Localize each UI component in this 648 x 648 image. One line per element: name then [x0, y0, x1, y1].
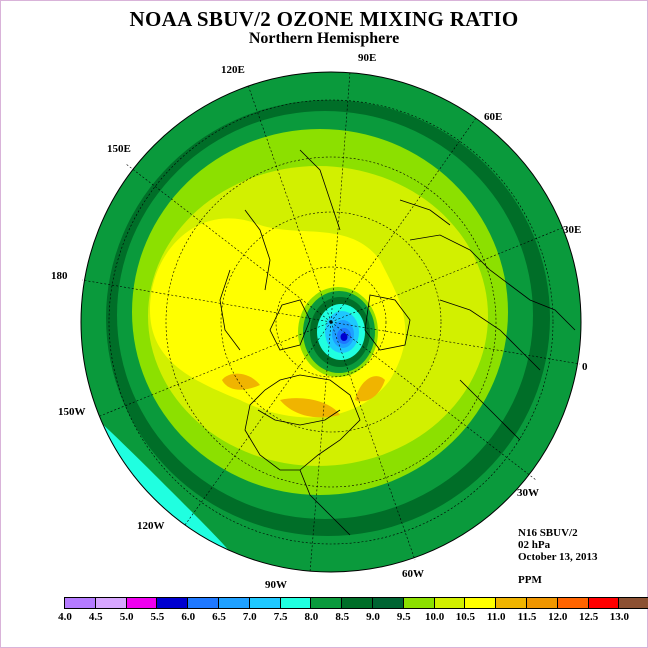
colorbar-segment — [619, 598, 648, 608]
map-title: NOAA SBUV/2 OZONE MIXING RATIO — [129, 7, 519, 31]
colorbar-segment — [465, 598, 497, 608]
colorbar-segment — [126, 598, 158, 608]
colorbar-tick-label: 10.5 — [455, 611, 476, 623]
units-label: PPM — [518, 574, 542, 586]
lon-label-120e: 120E — [221, 64, 245, 76]
colorbar-tick-label: 8.5 — [335, 611, 350, 623]
lon-label-0: 0 — [582, 361, 588, 373]
colorbar-tick-label: 11.5 — [517, 611, 537, 623]
lon-label-150w: 150W — [58, 406, 86, 418]
colorbar — [64, 597, 648, 609]
colorbar-tick-label: 8.0 — [304, 611, 319, 623]
colorbar-tick-label: 10.0 — [424, 611, 445, 623]
date-label: October 13, 2013 — [518, 551, 598, 563]
colorbar-tick-label: 13.0 — [609, 611, 630, 623]
colorbar-segment — [249, 598, 281, 608]
lon-label-90e: 90E — [358, 52, 376, 64]
colorbar-tick-label: 7.0 — [242, 611, 257, 623]
instrument-label: N16 SBUV/2 — [518, 527, 578, 539]
colorbar-tick-label: 6.0 — [181, 611, 196, 623]
colorbar-segment — [403, 598, 435, 608]
colorbar-segment — [434, 598, 466, 608]
colorbar-segment — [588, 598, 620, 608]
colorbar-tick-label: 12.5 — [578, 611, 599, 623]
map-boundary — [80, 71, 582, 573]
colorbar-tick-label: 9.0 — [366, 611, 380, 623]
colorbar-tick-label: 12.0 — [548, 611, 568, 623]
colorbar-segment — [218, 598, 250, 608]
colorbar-segment — [342, 598, 373, 608]
coastlines — [219, 149, 576, 536]
lon-label-30e: 30E — [563, 224, 581, 236]
graticule — [81, 71, 581, 573]
longitude-labels: 90E 60E 30E 0 30W 60W 90W 120W 150W 180 … — [51, 52, 588, 591]
colorbar-segment — [372, 598, 404, 608]
colorbar-segment — [65, 598, 96, 608]
colorbar-segment — [557, 598, 589, 608]
lon-label-180: 180 — [51, 270, 68, 282]
map-subtitle: Northern Hemisphere — [248, 30, 400, 47]
lon-label-120w: 120W — [137, 520, 165, 532]
colorbar-segment — [280, 598, 312, 608]
colorbar-segment — [526, 598, 558, 608]
colorbar-segment — [311, 598, 343, 608]
colorbar-tick-label: 7.5 — [273, 611, 288, 623]
colorbar-tick-label: 5.0 — [119, 611, 134, 623]
colorbar-tick-label: 9.5 — [396, 611, 411, 623]
colorbar-segment — [188, 598, 219, 608]
colorbar-segment — [95, 598, 127, 608]
lon-label-90w: 90W — [265, 579, 287, 591]
lon-label-30w: 30W — [517, 487, 539, 499]
colorbar-tick-label: 4.5 — [88, 611, 103, 623]
lon-label-60w: 60W — [402, 568, 424, 580]
colorbar-tick-label: 5.5 — [150, 611, 165, 623]
lon-label-60e: 60E — [484, 111, 502, 123]
colorbar-segment — [496, 598, 527, 608]
colorbar-tick-label: 6.5 — [212, 611, 226, 623]
colorbar-tick-label: 4.0 — [58, 611, 72, 623]
level-label: 02 hPa — [518, 539, 551, 551]
lon-label-150e: 150E — [107, 143, 131, 155]
colorbar-segment — [157, 598, 189, 608]
colorbar-tick-label: 11.0 — [486, 611, 506, 623]
